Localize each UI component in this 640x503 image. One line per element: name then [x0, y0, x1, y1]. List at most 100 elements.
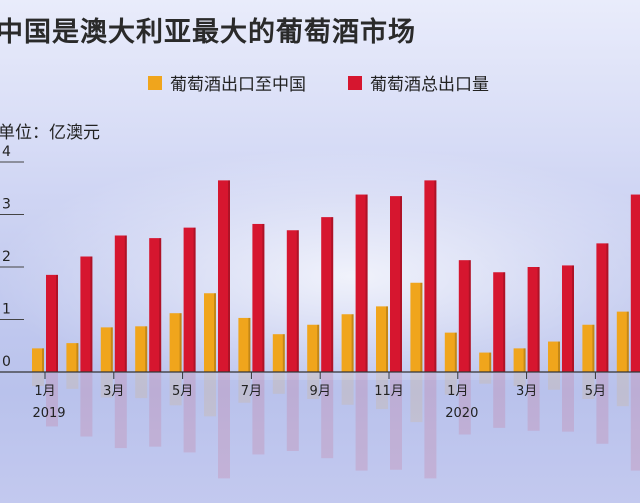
bar-total: [458, 260, 471, 372]
bar-reflection: [100, 373, 113, 398]
bar-reflection: [114, 373, 127, 449]
bar-shade: [454, 332, 457, 372]
bar-reflection: [410, 373, 423, 423]
x-tick-label: 7月: [241, 384, 262, 399]
bar-shade: [248, 317, 251, 372]
y-tick-label: 4: [2, 144, 11, 160]
bar-total: [286, 230, 299, 372]
bar-china: [66, 343, 79, 372]
bar-reflection: [376, 373, 388, 410]
unit-label: 单位：亿澳元: [0, 123, 100, 143]
bar-china: [444, 332, 457, 372]
bar-shade: [331, 217, 334, 372]
legend-swatch-china: [148, 75, 162, 90]
bar-shade: [365, 194, 368, 372]
bar-reflection: [562, 373, 574, 432]
bar-shade: [317, 324, 320, 372]
bar-reflection: [321, 373, 334, 459]
bar-shade: [214, 293, 216, 372]
bar-china: [272, 334, 285, 372]
bar-total: [321, 217, 334, 372]
bar-shade: [592, 324, 595, 372]
legend-item-china: 葡萄酒出口至中国: [148, 70, 306, 95]
legend-swatch-total: [348, 75, 362, 90]
bar-shade: [400, 196, 402, 372]
bar-total: [46, 274, 58, 372]
bar-total: [218, 180, 230, 372]
bar-china: [169, 313, 182, 372]
bar-shade: [56, 274, 58, 372]
bar-reflection: [204, 373, 216, 417]
bar-total: [630, 194, 640, 372]
bar-shade: [76, 343, 79, 372]
bar-reflection: [32, 373, 44, 386]
bar-total: [562, 265, 574, 372]
bar-shade: [262, 223, 265, 372]
bar-total: [424, 180, 437, 372]
bar-reflection: [272, 373, 285, 394]
bar-reflection: [548, 373, 560, 390]
bar-shade: [351, 314, 354, 372]
y-tick-label: 3: [2, 197, 11, 213]
bar-total: [252, 223, 265, 372]
bar-shade: [110, 327, 113, 372]
bar-shade: [90, 256, 93, 372]
x-tick-label: 9月: [310, 384, 331, 399]
bar-shade: [282, 334, 285, 372]
bar-total: [493, 272, 506, 372]
bar-shade: [228, 180, 230, 372]
bar-reflection: [527, 373, 540, 431]
bar-reflection: [424, 373, 437, 479]
bar-shade: [503, 272, 506, 372]
x-tick-label: 5月: [172, 384, 193, 399]
bar-reflection: [458, 373, 471, 435]
bar-shade: [193, 227, 196, 372]
bar-reflection: [307, 373, 320, 399]
legend-item-total: 葡萄酒总出口量: [348, 70, 489, 95]
bar-reflection: [616, 373, 629, 407]
bar-shade: [523, 348, 526, 372]
bar-china: [548, 341, 560, 372]
bar-total: [355, 194, 368, 372]
bar-shade: [145, 326, 148, 372]
bar-shade: [434, 180, 437, 372]
bar-total: [114, 235, 127, 372]
bar-shade: [468, 260, 471, 372]
bar-shade: [124, 235, 127, 372]
bar-shade: [386, 306, 388, 372]
bar-shade: [626, 311, 629, 372]
bar-shade: [159, 238, 162, 372]
bar-reflection: [135, 373, 148, 399]
bar-shade: [420, 282, 423, 372]
legend-label-total: 葡萄酒总出口量: [370, 75, 489, 95]
bar-reflection: [169, 373, 182, 406]
bar-total: [183, 227, 196, 372]
bar-china: [32, 348, 44, 372]
bar-shade: [489, 352, 492, 372]
bar-total: [80, 256, 93, 372]
bar-reflection: [596, 373, 609, 444]
bar-total: [596, 243, 609, 372]
bar-reflection: [238, 373, 251, 403]
bar-reflection: [46, 373, 58, 427]
y-tick-label: 1: [2, 302, 11, 318]
bar-reflection: [341, 373, 354, 405]
bar-china: [616, 311, 629, 372]
bar-china: [479, 352, 492, 372]
bar-china: [513, 348, 526, 372]
chart-title: 中国是澳大利亚最大的葡萄酒市场: [0, 17, 416, 48]
bar-reflection: [286, 373, 299, 451]
bar-shade: [572, 265, 574, 372]
bar-reflection: [630, 373, 640, 471]
bar-reflection: [183, 373, 196, 453]
bar-reflection: [80, 373, 93, 437]
bar-shade: [558, 341, 560, 372]
bar-reflection: [479, 373, 492, 384]
bar-reflection: [252, 373, 265, 455]
bar-shade: [296, 230, 299, 372]
x-tick-label: 1月: [34, 384, 55, 399]
legend-label-china: 葡萄酒出口至中国: [170, 75, 306, 95]
bar-china: [341, 314, 354, 372]
bar-reflection: [149, 373, 162, 447]
